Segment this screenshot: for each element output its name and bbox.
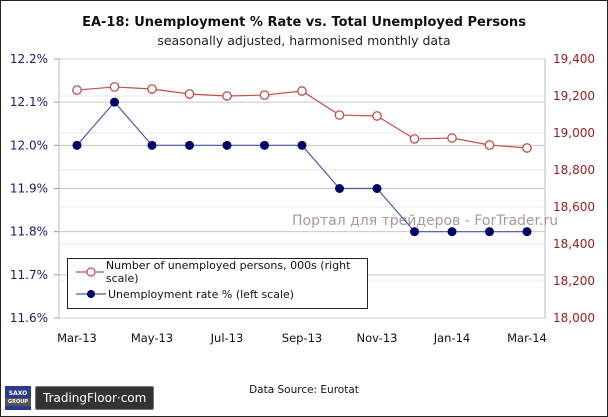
x-axis-tick-label: Jul-13	[210, 331, 244, 345]
left-axis-tick-label: 12.1%	[10, 95, 48, 109]
data-point-unemployed-persons	[334, 110, 345, 120]
legend-item-unemployment-rate: Unemployment rate % (left scale)	[76, 286, 294, 302]
chart-title: EA-18: Unemployment % Rate vs. Total Une…	[82, 15, 526, 30]
saxo-logo-text: SAXO	[8, 390, 28, 397]
left-axis-tick-label: 11.8%	[10, 225, 48, 239]
left-axis-tick-label: 11.6%	[10, 311, 48, 325]
right-axis-tick-label: 18,400	[553, 237, 595, 251]
data-point-unemployed-persons	[259, 90, 270, 100]
data-source-note: Data Source: Eurotat	[249, 384, 359, 396]
data-point-unemployment-rate	[372, 184, 382, 193]
data-point-unemployed-persons	[372, 111, 382, 121]
left-axis-tick-label: 12.2%	[10, 52, 48, 66]
right-axis-tick-label: 19,200	[553, 89, 595, 103]
data-point-unemployed-persons	[447, 133, 457, 143]
data-point-unemployment-rate	[260, 140, 269, 150]
right-axis-tick-label: 19,000	[553, 126, 595, 140]
tradingfloor-logo: SAXO GROUP TradingFloor·com	[5, 386, 155, 412]
data-point-unemployed-persons	[184, 89, 195, 99]
right-axis-tick-label: 18,600	[553, 200, 595, 214]
right-axis-tick-label: 18,800	[553, 163, 595, 177]
left-axis-tick-label: 11.9%	[10, 182, 48, 196]
right-axis-tick-label: 19,400	[553, 52, 595, 66]
data-point-unemployment-rate	[335, 184, 344, 193]
watermark-text: Портал для трейдеров - ForTrader.ru	[292, 213, 558, 229]
x-axis-tick-label: Sep-13	[282, 331, 322, 345]
data-point-unemployment-rate	[447, 227, 457, 237]
legend-item-unemployed-persons: Number of unemployed persons, 000s (righ…	[76, 259, 367, 285]
right-axis-tick-label: 18,200	[553, 274, 595, 288]
legend: Number of unemployed persons, 000s (righ…	[67, 258, 368, 309]
x-axis-tick-label: Mar-13	[57, 331, 97, 345]
data-point-unemployment-rate	[72, 140, 82, 150]
legend-label: Unemployment rate % (left scale)	[108, 287, 295, 301]
data-point-unemployed-persons	[109, 82, 120, 92]
data-point-unemployment-rate	[485, 227, 494, 237]
legend-label: Number of unemployed persons, 000s (righ…	[105, 259, 351, 285]
filled-circle-marker-icon	[76, 290, 106, 298]
saxo-logo-subtext: GROUP	[5, 398, 31, 406]
data-point-unemployed-persons	[147, 84, 157, 94]
data-point-unemployment-rate	[110, 97, 119, 107]
data-point-unemployment-rate	[410, 227, 419, 237]
data-point-unemployed-persons	[522, 143, 532, 153]
data-point-unemployed-persons	[222, 91, 232, 101]
data-point-unemployed-persons	[409, 134, 420, 144]
data-point-unemployed-persons	[484, 140, 495, 150]
right-axis-tick-label: 18,000	[553, 311, 595, 325]
data-point-unemployment-rate	[185, 140, 194, 150]
data-point-unemployment-rate	[522, 227, 532, 237]
chart-subtitle: seasonally adjusted, harmonised monthly …	[157, 33, 451, 48]
x-axis-tick-label: Jan-14	[433, 331, 471, 345]
saxo-group-logo: SAXO GROUP	[5, 386, 31, 410]
data-point-unemployed-persons	[297, 86, 307, 96]
data-point-unemployment-rate	[297, 140, 307, 150]
tradingfloor-brand: TradingFloor·com	[35, 386, 155, 410]
x-axis-tick-label: May-13	[131, 331, 173, 345]
data-point-unemployment-rate	[222, 140, 232, 150]
left-axis-tick-label: 12.0%	[10, 138, 48, 152]
data-point-unemployed-persons	[72, 85, 82, 95]
left-axis-tick-label: 11.7%	[10, 268, 48, 282]
x-axis-tick-label: Mar-14	[507, 331, 547, 345]
data-point-unemployment-rate	[147, 140, 157, 150]
open-circle-marker-icon	[76, 267, 104, 277]
x-axis-tick-label: Nov-13	[357, 331, 398, 345]
